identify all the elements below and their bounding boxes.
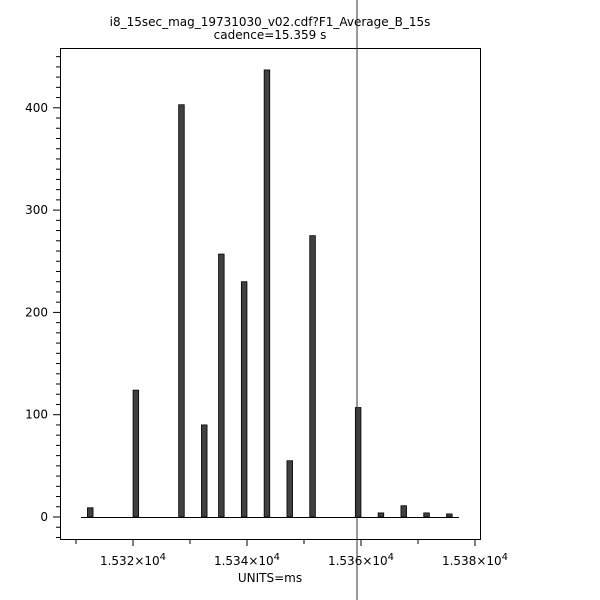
bar — [423, 512, 430, 518]
x-axis: 1.532×104 1.534×104 1.536×104 1.538×104 — [75, 540, 508, 568]
bar — [218, 253, 225, 518]
x-axis-label: UNITS=ms — [238, 571, 302, 585]
y-tick-label: 400 — [25, 101, 48, 115]
x-tick-label: 1.532×104 — [100, 552, 166, 568]
bar — [178, 104, 185, 518]
chart-title: i8_15sec_mag_19731030_v02.cdf?F1_Average… — [110, 15, 431, 29]
bar — [286, 460, 293, 518]
y-tick-label: 100 — [25, 408, 48, 422]
bar — [201, 424, 208, 518]
bar — [354, 407, 362, 518]
y-tick-label: 0 — [40, 510, 48, 524]
plot-frame — [60, 48, 481, 540]
chart-subtitle: cadence=15.359 s — [214, 28, 327, 42]
bar — [240, 281, 248, 518]
y-tick-label: 200 — [25, 305, 48, 319]
y-axis: 0 100 200 300 400 — [25, 56, 60, 538]
y-tick-label: 300 — [25, 203, 48, 217]
bar — [446, 513, 453, 518]
x-tick-label: 1.534×104 — [214, 552, 280, 568]
bar — [400, 505, 407, 518]
bar — [309, 235, 316, 518]
bar — [263, 69, 271, 518]
x-tick-label: 1.538×104 — [442, 552, 508, 568]
bar — [87, 507, 94, 518]
bar — [377, 512, 385, 518]
bars-group — [81, 69, 459, 518]
x-tick-label: 1.536×104 — [328, 552, 394, 568]
bar — [132, 389, 140, 518]
